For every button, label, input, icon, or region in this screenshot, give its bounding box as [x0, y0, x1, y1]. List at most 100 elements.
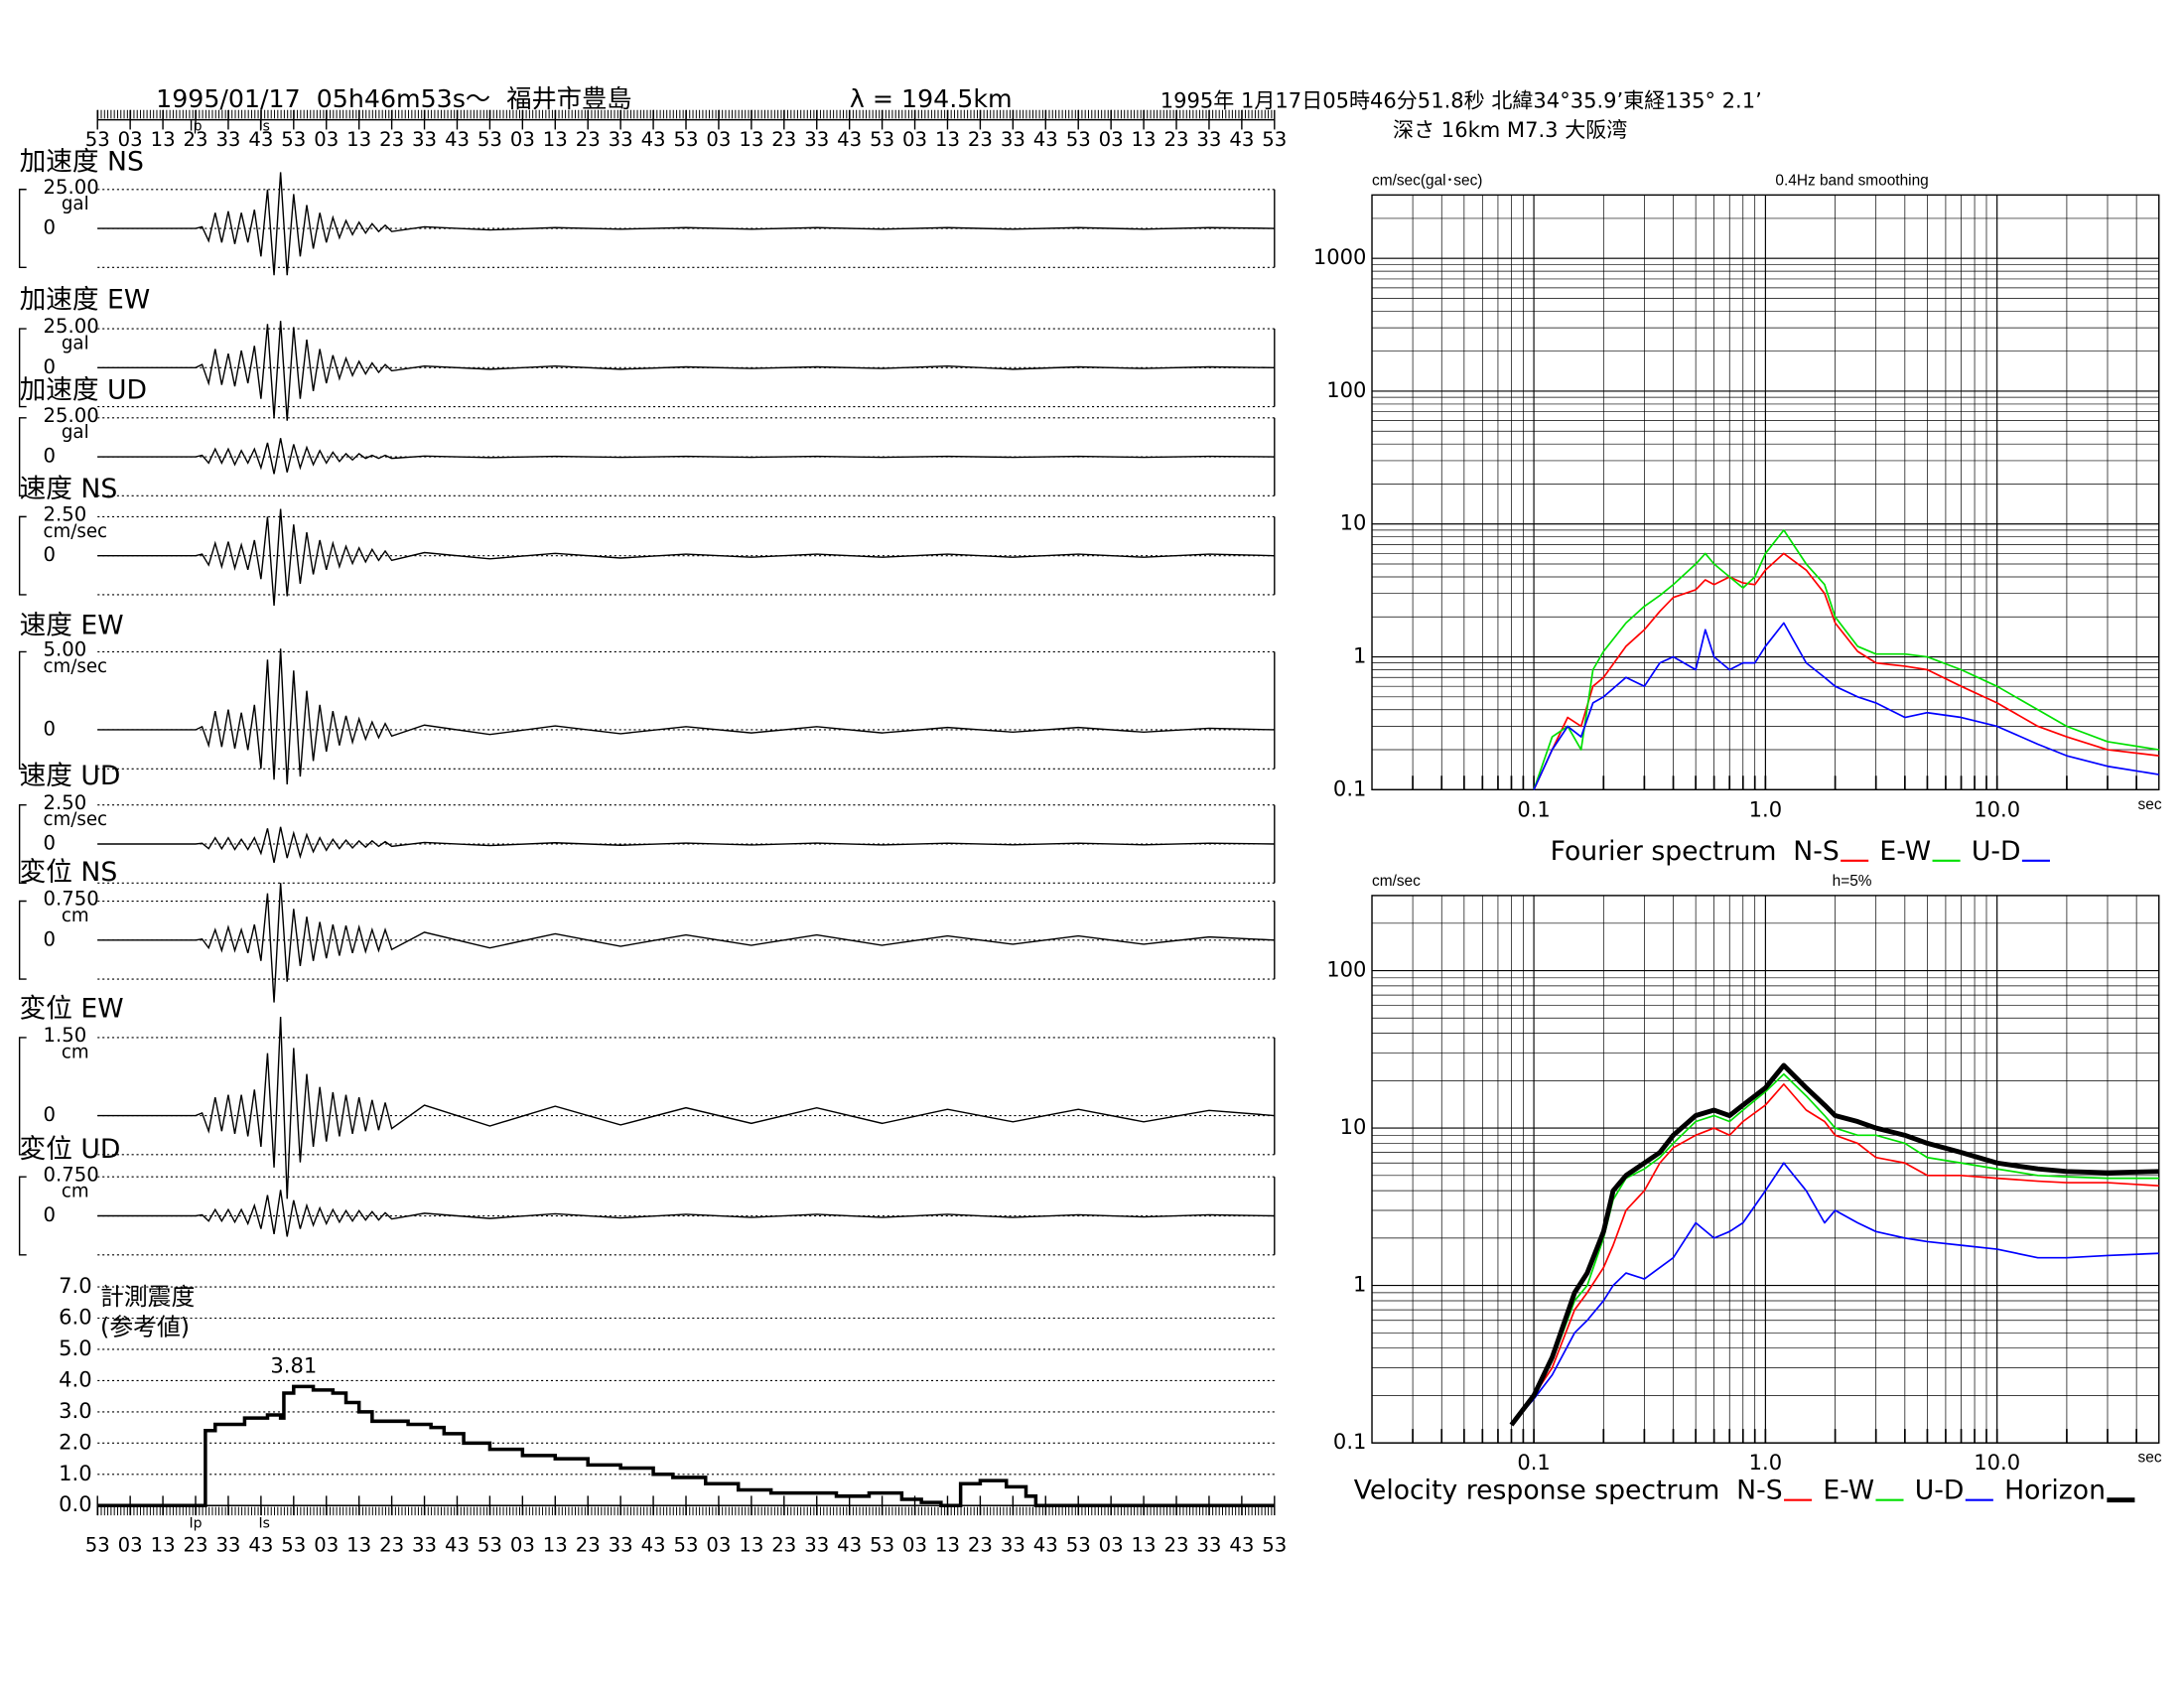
y-tick-label: 0 — [43, 832, 56, 855]
x-tick-label: 33 — [1001, 128, 1025, 151]
y-tick-label: 100 — [1326, 377, 1366, 402]
x-axis-label: sec — [2138, 1450, 2162, 1467]
x-tick-label: 23 — [968, 1533, 993, 1556]
x-tick-label: 13 — [935, 1533, 960, 1556]
panel-bracket — [18, 804, 27, 884]
panel-title: 加速度 NS — [20, 147, 144, 178]
panel-bracket — [18, 900, 27, 980]
x-tick-label: 23 — [1164, 128, 1189, 151]
x-tick-label: 23 — [379, 1533, 404, 1556]
panel-unit: gal — [62, 422, 89, 443]
x-tick-label: 43 — [641, 128, 666, 151]
x-tick-label: 03 — [510, 128, 535, 151]
x-tick-label: 53 — [478, 128, 502, 151]
waveform — [97, 321, 1275, 421]
x-tick-label: 53 — [1066, 1533, 1091, 1556]
x-tick-label: 43 — [1033, 1533, 1058, 1556]
phase-marker: Is — [258, 119, 269, 135]
x-tick-label: 33 — [412, 1533, 437, 1556]
x-tick-label: 33 — [1196, 128, 1221, 151]
x-tick-label: 23 — [379, 128, 404, 151]
x-axis-label: sec — [2138, 796, 2162, 813]
panel-bracket — [18, 1176, 27, 1256]
y-tick-label: 25.00 — [43, 404, 98, 427]
y-tick-label: 10 — [1340, 1114, 1367, 1139]
y-tick-label: 1.50 — [43, 1024, 86, 1047]
x-tick-label: 43 — [837, 1533, 862, 1556]
x-tick-label: 53 — [674, 128, 699, 151]
x-tick-label: 53 — [85, 128, 110, 151]
legend-label: N-S — [1736, 1476, 1782, 1506]
x-tick-label: 03 — [314, 1533, 339, 1556]
y-tick-label: 1 — [1353, 643, 1366, 668]
x-tick-label: 43 — [641, 1533, 666, 1556]
x-tick-label: 53 — [870, 1533, 894, 1556]
x-tick-label: 03 — [902, 1533, 927, 1556]
y-tick-label: 0.1 — [1333, 775, 1366, 800]
x-tick-label: 03 — [118, 1533, 143, 1556]
x-tick-label: 23 — [968, 128, 993, 151]
panel-title: 加速度 EW — [20, 284, 151, 315]
legend-label: N-S — [1793, 836, 1839, 867]
x-tick-label: 13 — [1132, 1533, 1157, 1556]
x-tick-label: 03 — [902, 128, 927, 151]
x-tick-label: 10.0 — [1974, 1450, 2020, 1475]
series-line — [1533, 529, 2159, 790]
x-tick-label: 53 — [1066, 128, 1091, 151]
y-tick-label: 0.1 — [1333, 1429, 1366, 1454]
y-tick-label: 10 — [1340, 510, 1367, 535]
x-tick-label: 03 — [706, 1533, 731, 1556]
x-tick-label: 33 — [1001, 1533, 1025, 1556]
x-tick-label: 03 — [118, 128, 143, 151]
y-tick-label: 0 — [43, 1103, 56, 1126]
panel-unit: gal — [62, 333, 89, 353]
depth: 深さ 16km M7.3 大阪湾 — [1393, 117, 1627, 142]
waveform — [97, 438, 1275, 475]
panel-bracket — [18, 515, 27, 596]
legend-title: Fourier spectrum — [1551, 836, 1777, 867]
x-tick-label: 13 — [739, 1533, 763, 1556]
y-axis-label: cm/sec(gal･sec) — [1372, 172, 1482, 189]
x-tick-label: 13 — [543, 128, 568, 151]
waveform — [97, 1016, 1275, 1199]
x-tick-label: 43 — [248, 1533, 273, 1556]
y-tick-label: 3.0 — [59, 1398, 91, 1423]
panel-unit: cm/sec — [43, 809, 107, 830]
x-tick-label: 23 — [771, 1533, 796, 1556]
y-tick-label: 7.0 — [59, 1273, 91, 1298]
x-tick-label: 03 — [706, 128, 731, 151]
panel-unit: cm/sec — [43, 656, 107, 677]
x-tick-label: 13 — [543, 1533, 568, 1556]
x-tick-label: 53 — [1262, 128, 1287, 151]
waveform — [97, 508, 1275, 606]
legend-label: E-W — [1823, 1476, 1874, 1506]
y-tick-label: 5.0 — [59, 1336, 91, 1360]
panel-bracket — [18, 417, 27, 497]
x-tick-label: 23 — [184, 1533, 208, 1556]
series-line — [1509, 1062, 2159, 1427]
x-tick-label: 43 — [445, 1533, 470, 1556]
y-tick-label: 25.00 — [43, 176, 98, 199]
event-title: 1995/01/17 05h46m53s〜 福井市豊島 — [156, 84, 631, 113]
x-tick-label: 53 — [674, 1533, 699, 1556]
distance: λ = 194.5km — [850, 84, 1013, 113]
x-tick-label: 1.0 — [1749, 796, 1782, 821]
series-line — [1533, 552, 2159, 790]
x-tick-label: 13 — [346, 1533, 371, 1556]
series-line — [1510, 1083, 2159, 1426]
x-tick-label: 33 — [215, 128, 240, 151]
legend-label: U-D — [1972, 836, 2021, 867]
series-line — [1510, 1162, 2159, 1426]
panel-unit: gal — [62, 194, 89, 214]
x-tick-label: 43 — [837, 128, 862, 151]
panel-title: 速度 NS — [20, 474, 118, 504]
subtitle: 0.4Hz band smoothing — [1775, 172, 1928, 189]
series-line — [1533, 622, 2159, 790]
series-line — [1510, 1072, 2159, 1426]
panel-unit: cm — [62, 1182, 89, 1202]
y-tick-label: 4.0 — [59, 1366, 91, 1391]
x-tick-label: 53 — [281, 128, 306, 151]
panel-title: 変位 EW — [20, 993, 124, 1024]
y-tick-label: 0 — [43, 445, 56, 468]
